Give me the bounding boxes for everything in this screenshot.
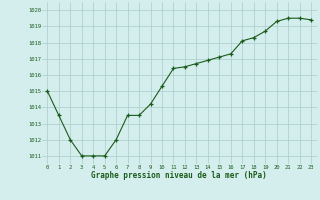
- X-axis label: Graphe pression niveau de la mer (hPa): Graphe pression niveau de la mer (hPa): [91, 171, 267, 180]
